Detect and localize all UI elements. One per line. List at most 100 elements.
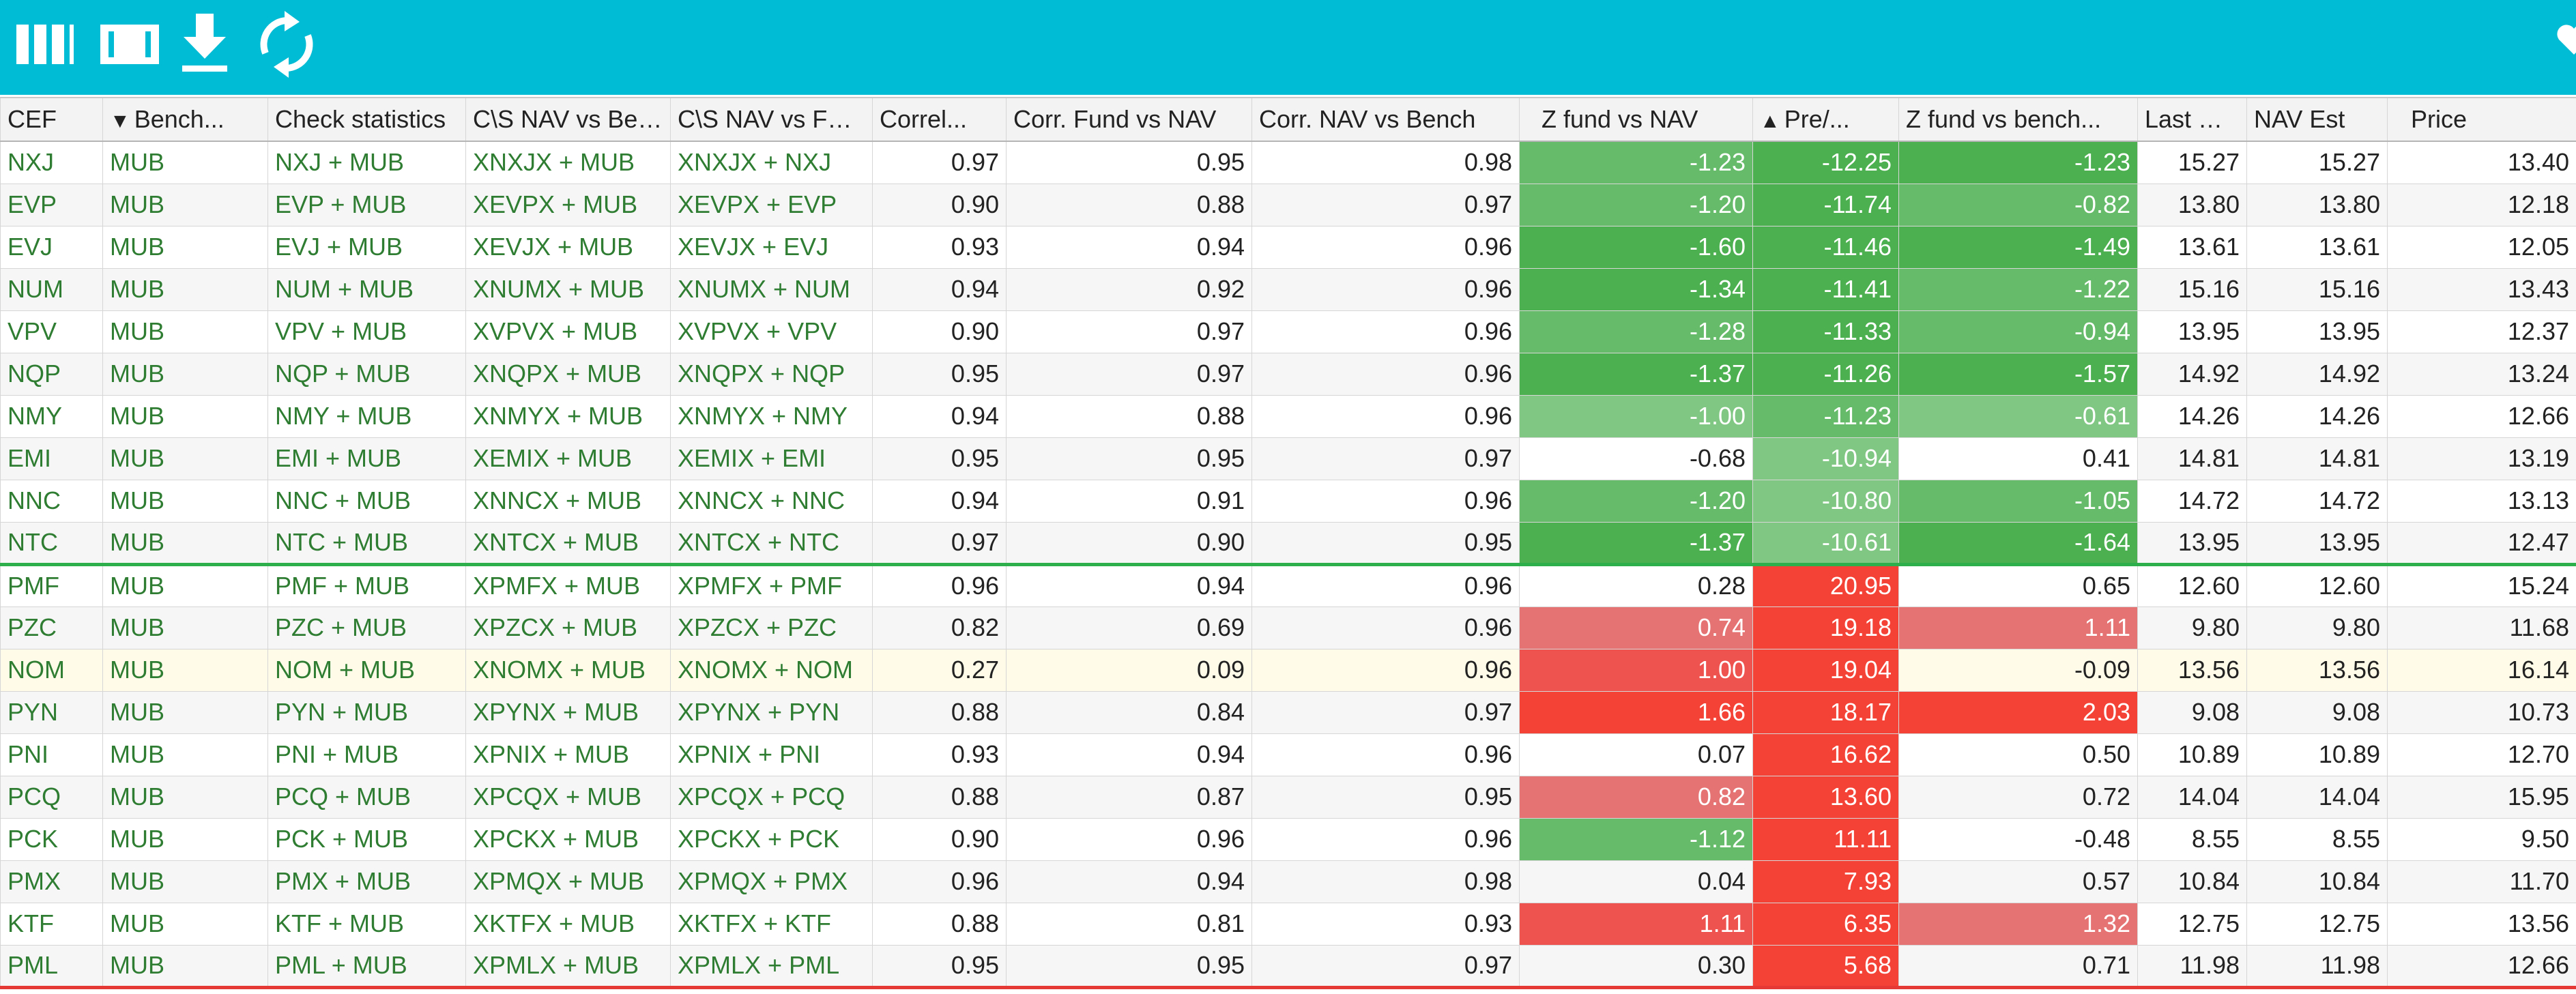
cef-link[interactable]: NOM	[0, 648, 103, 692]
refresh-icon[interactable]	[249, 7, 324, 82]
cs-nav-vs-fund-link[interactable]: XPCKX + PCK	[670, 817, 873, 861]
cs-nav-vs-bench-link[interactable]: XPMQX + MUB	[465, 860, 671, 903]
table-row[interactable]: PMF MUB PMF + MUB XPMFX + MUB XPMFX + PM…	[0, 564, 2576, 607]
cef-link[interactable]: EVJ	[0, 225, 103, 269]
benchmark-link[interactable]: MUB	[102, 564, 268, 607]
cef-link[interactable]: NNC	[0, 479, 103, 523]
cs-nav-vs-bench-link[interactable]: XEVPX + MUB	[465, 183, 671, 226]
cef-link[interactable]: PNI	[0, 733, 103, 776]
benchmark-link[interactable]: MUB	[102, 310, 268, 353]
check-statistics-link[interactable]: EMI + MUB	[267, 437, 466, 480]
cef-link[interactable]: KTF	[0, 902, 103, 946]
check-statistics-link[interactable]: NTC + MUB	[267, 521, 466, 566]
benchmark-link[interactable]: MUB	[102, 479, 268, 523]
cs-nav-vs-bench-link[interactable]: XNXJX + MUB	[465, 141, 671, 184]
benchmark-link[interactable]: MUB	[102, 775, 268, 819]
download-icon[interactable]	[167, 7, 242, 82]
check-statistics-link[interactable]: NNC + MUB	[267, 479, 466, 523]
cs-nav-vs-fund-link[interactable]: XPMFX + PMF	[670, 564, 873, 607]
table-row[interactable]: PCQ MUB PCQ + MUB XPCQX + MUB XPCQX + PC…	[0, 775, 2576, 819]
favorite-icon[interactable]	[2553, 19, 2576, 60]
cs-nav-vs-bench-link[interactable]: XEVJX + MUB	[465, 225, 671, 269]
cs-nav-vs-bench-link[interactable]: XPZCX + MUB	[465, 606, 671, 649]
col-header-cef[interactable]: CEF	[0, 97, 103, 142]
cs-nav-vs-fund-link[interactable]: XPNIX + PNI	[670, 733, 873, 776]
benchmark-link[interactable]: MUB	[102, 606, 268, 649]
cef-link[interactable]: NQP	[0, 352, 103, 396]
check-statistics-link[interactable]: PZC + MUB	[267, 606, 466, 649]
cs-nav-vs-bench-link[interactable]: XPCKX + MUB	[465, 817, 671, 861]
cs-nav-vs-fund-link[interactable]: XPMLX + PML	[670, 944, 873, 989]
cs-nav-vs-fund-link[interactable]: XNNCX + NNC	[670, 479, 873, 523]
benchmark-link[interactable]: MUB	[102, 437, 268, 480]
col-header-correlation[interactable]: Correl...	[872, 97, 1007, 142]
cs-nav-vs-fund-link[interactable]: XNTCX + NTC	[670, 521, 873, 566]
cef-link[interactable]: NUM	[0, 267, 103, 311]
table-row[interactable]: PML MUB PML + MUB XPMLX + MUB XPMLX + PM…	[0, 944, 2576, 989]
col-header-z-fund-vs-bench[interactable]: Z fund vs bench...	[1898, 97, 2138, 142]
check-statistics-link[interactable]: PMX + MUB	[267, 860, 466, 903]
check-statistics-link[interactable]: NMY + MUB	[267, 394, 466, 438]
benchmark-link[interactable]: MUB	[102, 648, 268, 692]
cs-nav-vs-bench-link[interactable]: XPCQX + MUB	[465, 775, 671, 819]
table-row[interactable]: VPV MUB VPV + MUB XVPVX + MUB XVPVX + VP…	[0, 310, 2576, 353]
benchmark-link[interactable]: MUB	[102, 817, 268, 861]
check-statistics-link[interactable]: PCK + MUB	[267, 817, 466, 861]
col-header-nav-est[interactable]: NAV Est	[2246, 97, 2388, 142]
col-header-price[interactable]: Price	[2387, 97, 2576, 142]
cs-nav-vs-bench-link[interactable]: XNMYX + MUB	[465, 394, 671, 438]
cs-nav-vs-fund-link[interactable]: XNUMX + NUM	[670, 267, 873, 311]
check-statistics-link[interactable]: EVP + MUB	[267, 183, 466, 226]
cef-link[interactable]: EMI	[0, 437, 103, 480]
benchmark-link[interactable]: MUB	[102, 733, 268, 776]
table-row[interactable]: NUM MUB NUM + MUB XNUMX + MUB XNUMX + NU…	[0, 267, 2576, 311]
cef-link[interactable]: PYN	[0, 690, 103, 734]
table-row[interactable]: KTF MUB KTF + MUB XKTFX + MUB XKTFX + KT…	[0, 902, 2576, 946]
table-row[interactable]: NNC MUB NNC + MUB XNNCX + MUB XNNCX + NN…	[0, 479, 2576, 523]
table-row[interactable]: PZC MUB PZC + MUB XPZCX + MUB XPZCX + PZ…	[0, 606, 2576, 649]
benchmark-link[interactable]: MUB	[102, 521, 268, 566]
table-row[interactable]: EVJ MUB EVJ + MUB XEVJX + MUB XEVJX + EV…	[0, 225, 2576, 269]
col-header-z-fund-vs-nav[interactable]: Z fund vs NAV	[1519, 97, 1753, 142]
col-header-cs-nav-vs-fund[interactable]: C\S NAV vs Fund	[670, 97, 873, 142]
cs-nav-vs-fund-link[interactable]: XPZCX + PZC	[670, 606, 873, 649]
table-row[interactable]: NQP MUB NQP + MUB XNQPX + MUB XNQPX + NQ…	[0, 352, 2576, 396]
check-statistics-link[interactable]: PCQ + MUB	[267, 775, 466, 819]
benchmark-link[interactable]: MUB	[102, 352, 268, 396]
cs-nav-vs-bench-link[interactable]: XNTCX + MUB	[465, 521, 671, 566]
cef-link[interactable]: NXJ	[0, 141, 103, 184]
cef-link[interactable]: NTC	[0, 521, 103, 566]
benchmark-link[interactable]: MUB	[102, 690, 268, 734]
table-row[interactable]: PCK MUB PCK + MUB XPCKX + MUB XPCKX + PC…	[0, 817, 2576, 861]
cef-link[interactable]: PML	[0, 944, 103, 989]
check-statistics-link[interactable]: PMF + MUB	[267, 564, 466, 607]
table-row[interactable]: PMX MUB PMX + MUB XPMQX + MUB XPMQX + PM…	[0, 860, 2576, 903]
cs-nav-vs-fund-link[interactable]: XPMQX + PMX	[670, 860, 873, 903]
table-row[interactable]: PNI MUB PNI + MUB XPNIX + MUB XPNIX + PN…	[0, 733, 2576, 776]
benchmark-link[interactable]: MUB	[102, 267, 268, 311]
table-row[interactable]: NXJ MUB NXJ + MUB XNXJX + MUB XNXJX + NX…	[0, 141, 2576, 184]
check-statistics-link[interactable]: PNI + MUB	[267, 733, 466, 776]
cs-nav-vs-fund-link[interactable]: XNQPX + NQP	[670, 352, 873, 396]
cef-link[interactable]: PMX	[0, 860, 103, 903]
cs-nav-vs-fund-link[interactable]: XNXJX + NXJ	[670, 141, 873, 184]
check-statistics-link[interactable]: VPV + MUB	[267, 310, 466, 353]
benchmark-link[interactable]: MUB	[102, 394, 268, 438]
col-header-benchmark[interactable]: ▼ Bench...	[102, 97, 268, 142]
column-chooser-icon[interactable]	[92, 7, 167, 82]
col-header-check-statistics[interactable]: Check statistics	[267, 97, 466, 142]
check-statistics-link[interactable]: NXJ + MUB	[267, 141, 466, 184]
cef-link[interactable]: PCK	[0, 817, 103, 861]
cs-nav-vs-bench-link[interactable]: XNQPX + MUB	[465, 352, 671, 396]
cs-nav-vs-fund-link[interactable]: XVPVX + VPV	[670, 310, 873, 353]
cef-link[interactable]: EVP	[0, 183, 103, 226]
table-row[interactable]: NOM MUB NOM + MUB XNOMX + MUB XNOMX + NO…	[0, 648, 2576, 692]
cs-nav-vs-bench-link[interactable]: XVPVX + MUB	[465, 310, 671, 353]
cs-nav-vs-fund-link[interactable]: XNMYX + NMY	[670, 394, 873, 438]
col-header-cs-nav-vs-bench[interactable]: C\S NAV vs Ben...	[465, 97, 671, 142]
cef-link[interactable]: PZC	[0, 606, 103, 649]
cef-link[interactable]: VPV	[0, 310, 103, 353]
col-header-premium[interactable]: ▲ Pre/...	[1752, 97, 1899, 142]
col-header-last-nav[interactable]: Last NAV	[2137, 97, 2247, 142]
table-row[interactable]: PYN MUB PYN + MUB XPYNX + MUB XPYNX + PY…	[0, 690, 2576, 734]
